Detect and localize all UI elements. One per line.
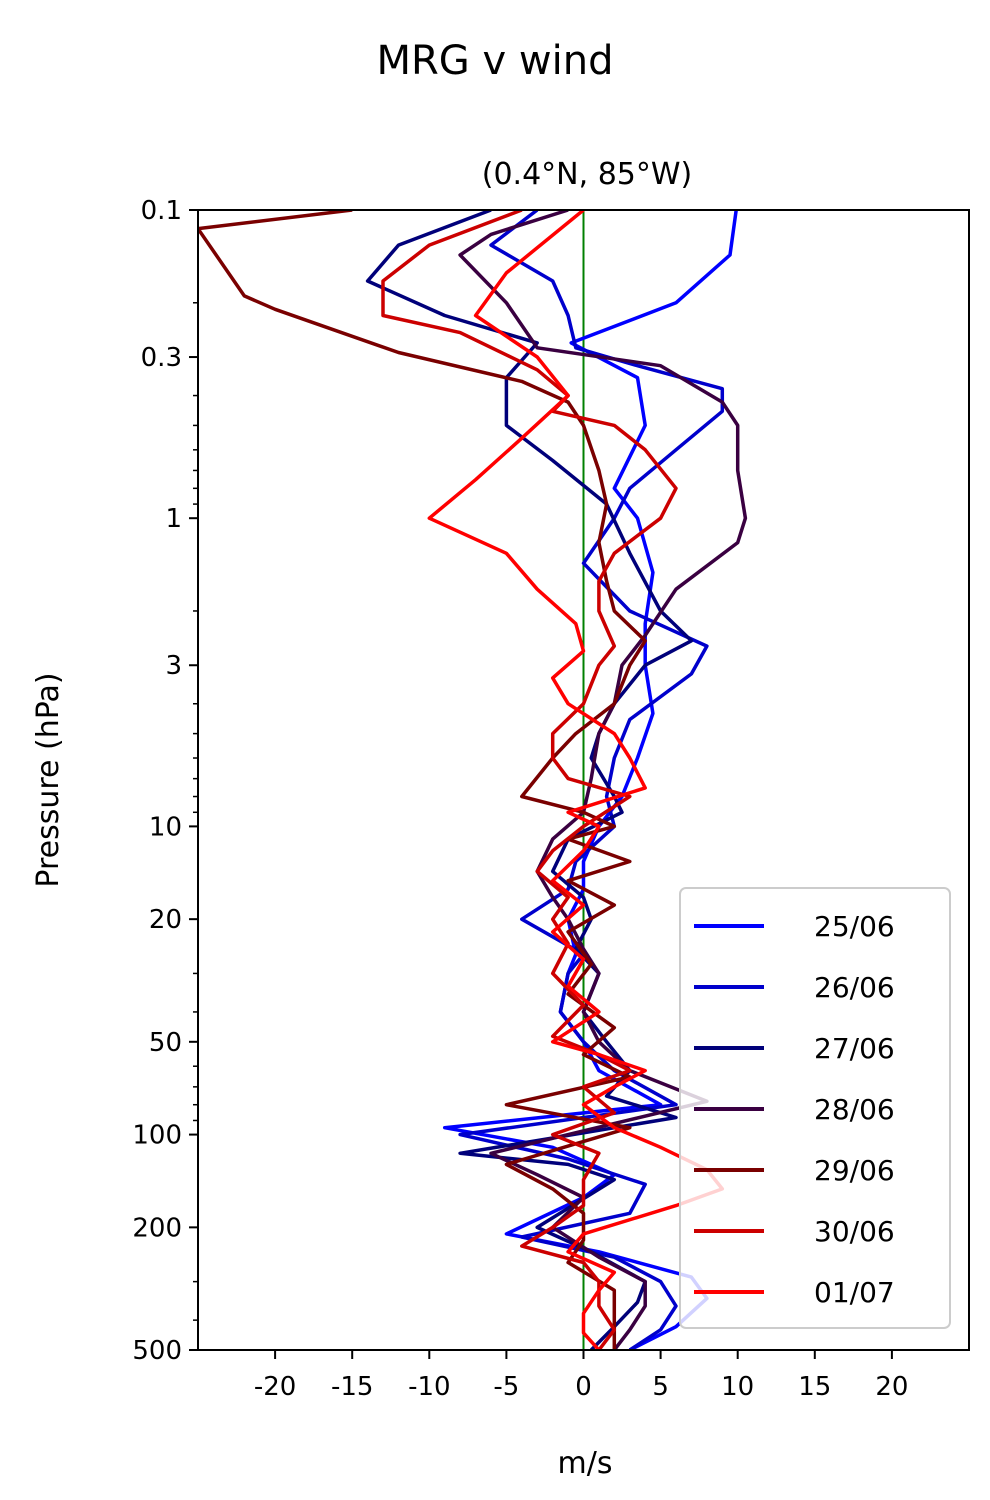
series-line-1 bbox=[458, 210, 725, 1350]
x-tick-label: 15 bbox=[798, 1372, 831, 1402]
y-tick-label: 3 bbox=[165, 651, 182, 681]
y-tick-label: 10 bbox=[149, 812, 182, 842]
series-line-5 bbox=[381, 210, 678, 1350]
y-axis: 0.1 0.3 1 3 10 20 50 100 200 500 bbox=[132, 196, 198, 1366]
x-axis: -20 -15 -10 -5 0 5 10 15 20 bbox=[254, 1350, 908, 1402]
legend-label-6: 01/07 bbox=[814, 1276, 895, 1309]
series-line-0 bbox=[442, 210, 738, 1350]
x-tick-label: 0 bbox=[575, 1372, 592, 1402]
series-line-6 bbox=[427, 210, 725, 1350]
x-tick-label: 5 bbox=[652, 1372, 669, 1402]
x-tick-label: 20 bbox=[875, 1372, 908, 1402]
legend: 25/06 26/06 27/06 28/06 29/06 30/06 01/07 bbox=[679, 887, 951, 1329]
chart-title: (0.4°N, 85°W) bbox=[482, 157, 692, 192]
y-tick-label: 500 bbox=[132, 1336, 182, 1366]
figure-title: MRG v wind bbox=[377, 38, 614, 84]
legend-label-5: 30/06 bbox=[814, 1215, 895, 1248]
y-tick-label: 1 bbox=[165, 504, 182, 534]
y-tick-label: 200 bbox=[132, 1213, 182, 1243]
series-layer bbox=[198, 210, 748, 1350]
x-tick-label: 10 bbox=[721, 1372, 754, 1402]
x-tick-label: -5 bbox=[493, 1372, 519, 1402]
series-line-2 bbox=[365, 210, 694, 1350]
legend-label-3: 28/06 bbox=[814, 1093, 895, 1126]
x-tick-label: -15 bbox=[331, 1372, 373, 1402]
legend-label-0: 25/06 bbox=[814, 910, 895, 943]
x-axis-label: m/s bbox=[558, 1446, 613, 1481]
series-line-3 bbox=[458, 210, 748, 1350]
legend-label-4: 29/06 bbox=[814, 1154, 895, 1187]
y-tick-label: 100 bbox=[132, 1121, 182, 1151]
y-tick-label: 0.3 bbox=[141, 343, 182, 373]
legend-label-2: 27/06 bbox=[814, 1032, 895, 1065]
legend-label-1: 26/06 bbox=[814, 971, 895, 1004]
x-tick-label: -20 bbox=[254, 1372, 296, 1402]
x-tick-label: -10 bbox=[408, 1372, 450, 1402]
y-tick-label: 50 bbox=[149, 1028, 182, 1058]
legend-box bbox=[679, 887, 951, 1329]
y-axis-label: Pressure (hPa) bbox=[31, 672, 66, 887]
y-tick-label: 0.1 bbox=[141, 196, 182, 226]
y-tick-label: 20 bbox=[149, 905, 182, 935]
